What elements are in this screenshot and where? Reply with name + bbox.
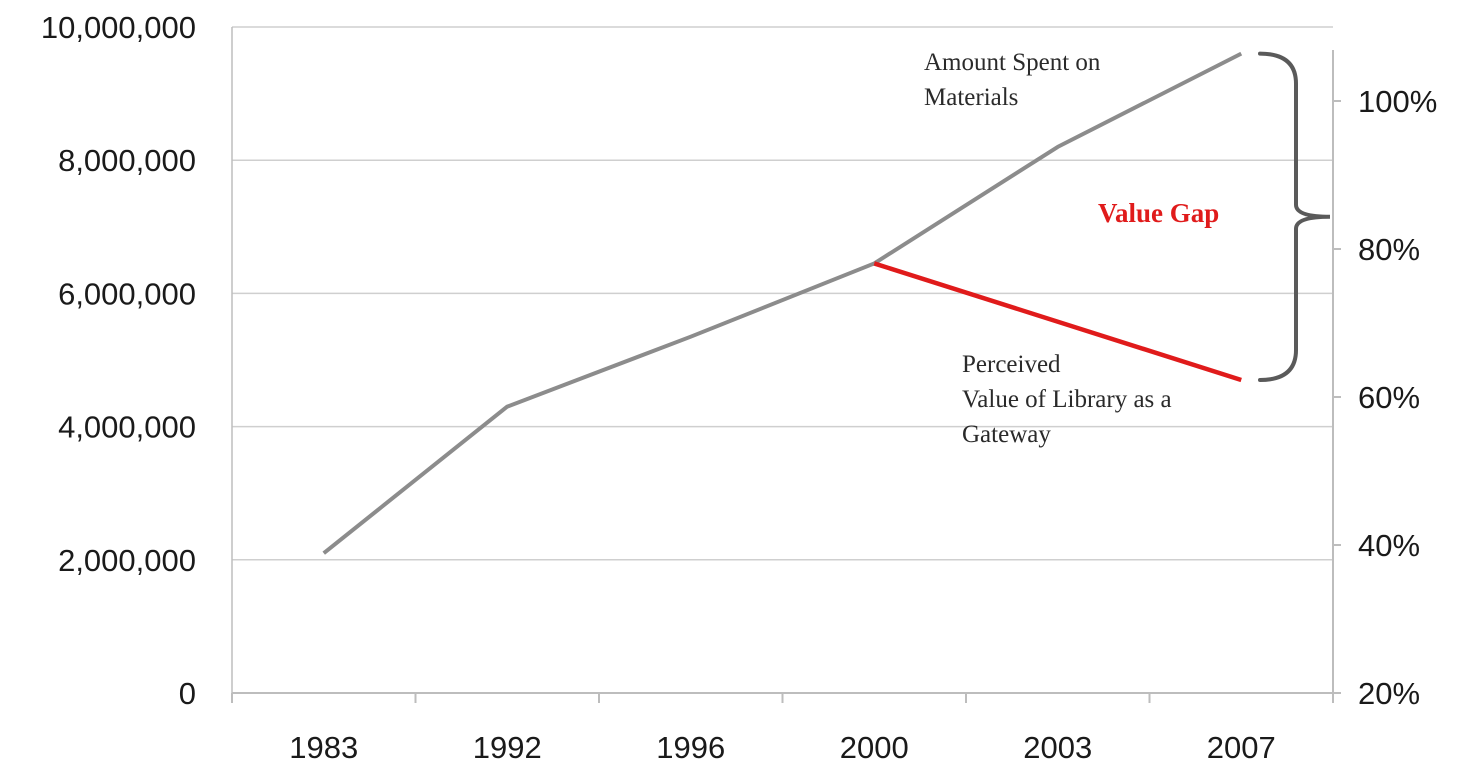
series-line-amount-spent [322,51,1243,555]
x-tick-label: 2000 [840,730,909,765]
y-right-tick-label: 80% [1358,232,1420,267]
x-tick-label: 2007 [1207,730,1276,765]
series-line-perceived-value [873,261,1242,383]
y-left-tick-label: 2,000,000 [58,543,196,578]
y-left-tick-label: 8,000,000 [58,143,196,178]
x-tick-label: 1983 [289,730,358,765]
y-left-tick-label: 0 [179,676,196,711]
y-left-tick-label: 4,000,000 [58,410,196,445]
y-right-tick-label: 60% [1358,380,1420,415]
value-gap-bracket [1258,51,1331,382]
grid-layer [232,26,1333,561]
annotation-layer: Amount Spent on Materials Perceived Value o… [924,49,1331,448]
y-left-tick-label: 6,000,000 [58,276,196,311]
annotation-perceived-value: Value of Library as a [962,386,1172,413]
x-tick-label: 1992 [473,730,542,765]
y-right-tick-label: 20% [1358,676,1420,711]
y-right-tick-label: 40% [1358,528,1420,563]
annotation-perceived-value: Perceived [962,351,1061,378]
x-tick-label: 1996 [656,730,725,765]
annotation-value-gap: Value Gap [1098,198,1219,228]
annotation-amount-spent: Amount Spent on [924,49,1101,76]
y-right-tick-label: 100% [1358,84,1437,119]
x-tick-label: 2003 [1023,730,1092,765]
annotation-perceived-value: Gateway [962,421,1051,448]
annotation-amount-spent: Materials [924,84,1018,111]
series-layer [322,51,1243,555]
y-left-tick-label: 10,000,000 [41,10,196,45]
axis-layer: 0 2,000,000 4,000,000 6,000,000 8,000,000 10,… [41,10,1437,765]
